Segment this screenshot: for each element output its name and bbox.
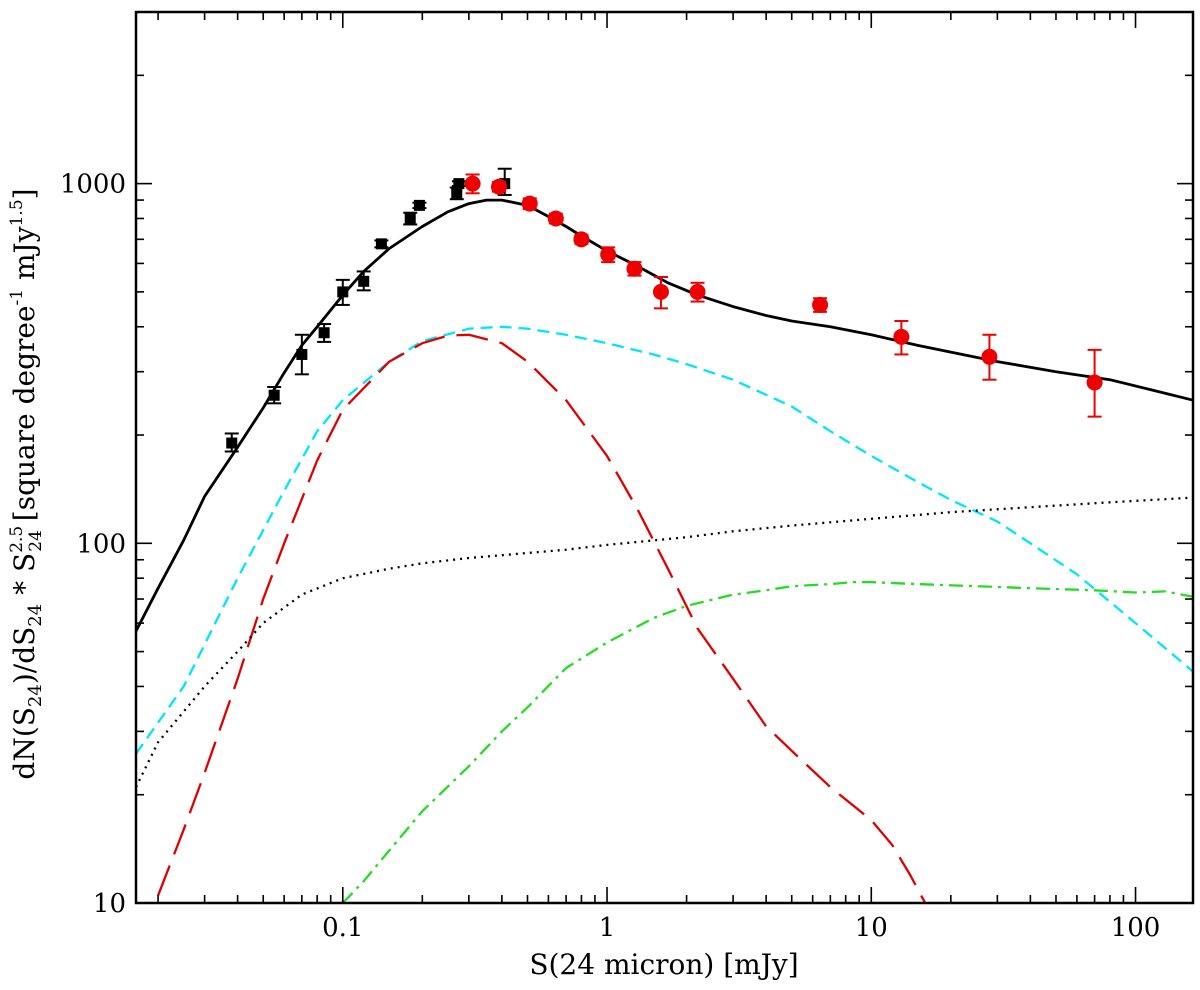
red-point-4 (573, 231, 590, 248)
plot-frame (134, 10, 1195, 905)
black-point-3 (318, 327, 330, 339)
y-axis-label: dN(S24)/dS24 * S2.524 [square degree-1 m… (7, 188, 46, 779)
black-point-2 (296, 348, 308, 360)
black-point-5 (358, 275, 370, 287)
x-tick-label-2: 10 (855, 913, 888, 943)
y-tick-label-0: 10 (93, 889, 126, 919)
series-line-2 (157, 333, 927, 904)
red-point-1 (490, 178, 507, 195)
black-point-7 (404, 212, 416, 224)
red-point-5 (600, 246, 617, 263)
black-point-1 (268, 389, 280, 401)
red-point-9 (812, 296, 829, 313)
black-point-0 (226, 437, 238, 449)
red-point-12 (1086, 374, 1103, 391)
red-point-2 (521, 195, 538, 212)
x-tick-label-0: 0.1 (322, 913, 363, 943)
red-point-0 (464, 175, 481, 192)
axis-ticks: 0.1 1 10 100 10 100 1000 (60, 11, 1193, 943)
series-line-1 (135, 325, 1194, 755)
red-point-7 (652, 283, 669, 300)
x-tick-label-1: 1 (599, 913, 616, 943)
series-line-0 (134, 198, 1194, 632)
model-curves (134, 198, 1194, 904)
x-tick-label-3: 100 (1111, 913, 1161, 943)
black-point-10 (453, 178, 465, 190)
series-line-3 (134, 496, 1194, 788)
black-point-6 (375, 238, 387, 250)
red-point-10 (893, 328, 910, 345)
black-point-8 (413, 199, 425, 211)
black-point-9 (451, 187, 463, 199)
red-point-6 (626, 260, 643, 277)
series-line-4 (341, 580, 1194, 904)
red-point-11 (981, 348, 998, 365)
data-points (224, 167, 1103, 453)
black-point-4 (337, 286, 349, 298)
red-point-8 (689, 283, 706, 300)
y-tick-label-1: 100 (76, 529, 126, 559)
x-axis-label: S(24 micron) [mJy] (529, 948, 798, 981)
y-tick-label-2: 1000 (60, 170, 126, 200)
red-point-3 (547, 210, 564, 227)
